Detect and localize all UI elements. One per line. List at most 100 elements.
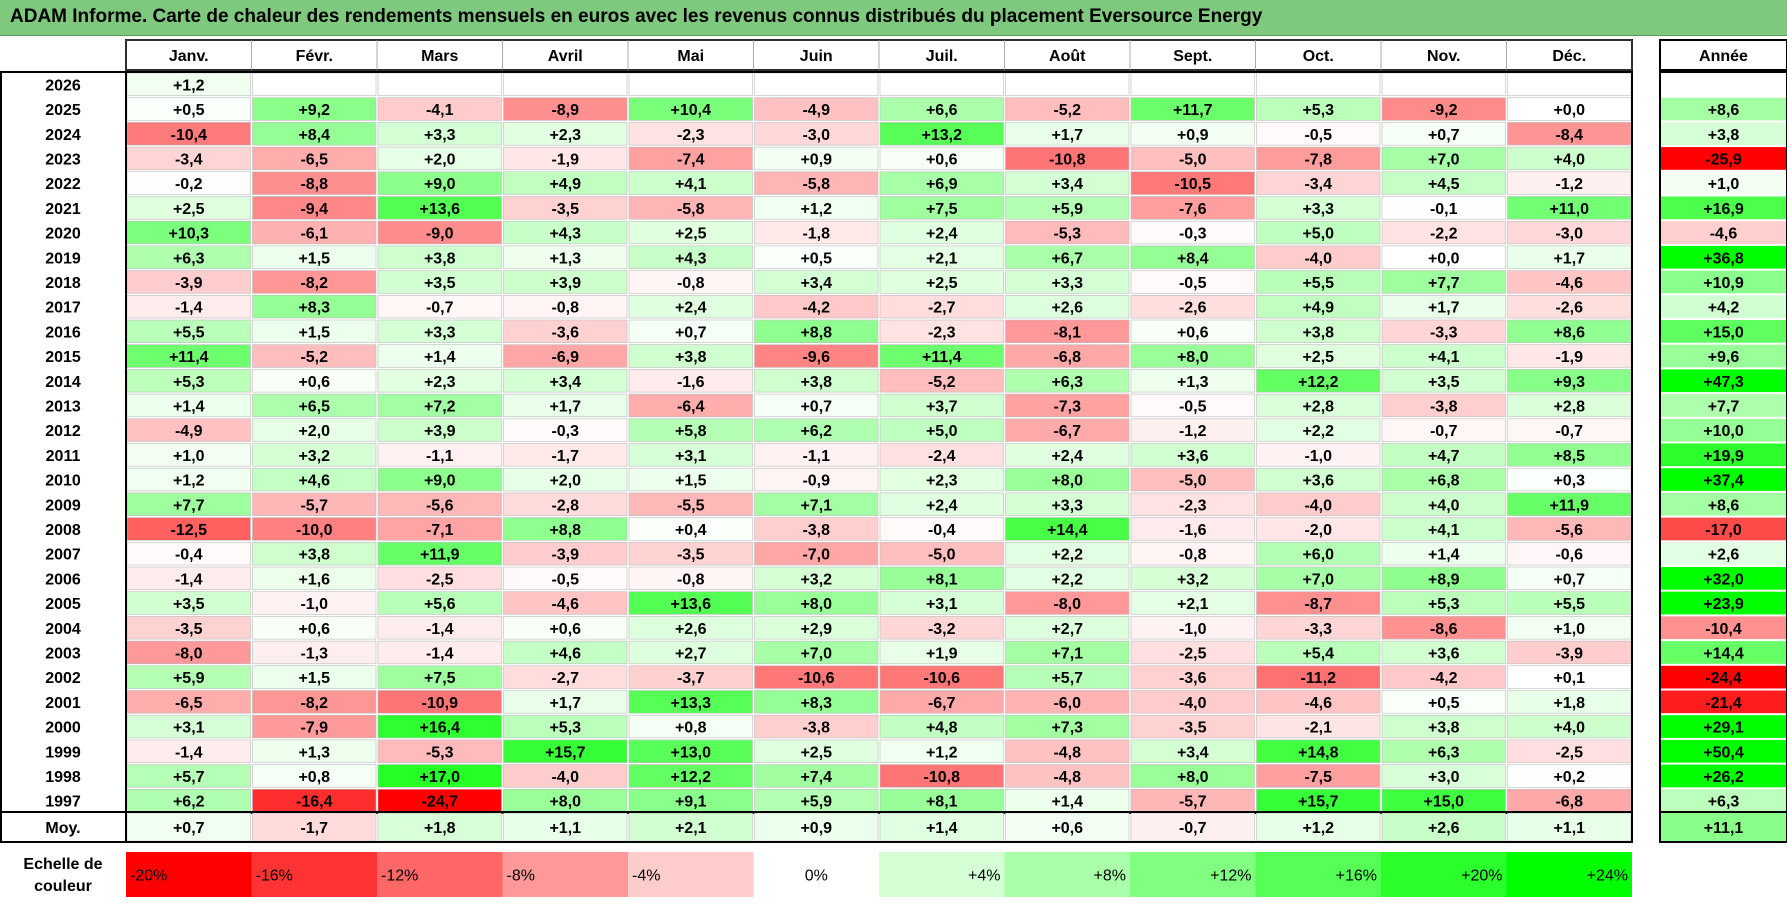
heatmap-cell-value: -3,9 <box>1555 645 1583 662</box>
heatmap-cell <box>754 714 879 739</box>
heatmap-cell <box>754 591 879 615</box>
heatmap-cell-value: -9,6 <box>802 349 830 366</box>
heatmap-cell <box>628 393 753 418</box>
legend-swatch <box>879 852 1005 897</box>
heatmap-cell-value: -0,3 <box>1179 226 1207 243</box>
heatmap-cell <box>503 566 628 591</box>
heatmap-cell <box>1005 566 1130 591</box>
heatmap-cell <box>252 220 377 245</box>
legend-swatch <box>1381 852 1507 897</box>
legend-swatch <box>377 852 503 897</box>
legend-label: +4% <box>968 868 1000 885</box>
legend-label: -12% <box>381 868 418 885</box>
average-row-frame <box>125 811 1633 843</box>
heatmap-cell-value: -0,8 <box>1179 547 1207 564</box>
heatmap-cell-value: +2,2 <box>1051 571 1083 588</box>
heatmap-cell-value: +1,3 <box>298 744 330 761</box>
heatmap-cell-value: +3,0 <box>1428 769 1460 786</box>
heatmap-cell <box>628 319 753 344</box>
heatmap-cell <box>1256 122 1381 146</box>
heatmap-cell-value: -1,4 <box>175 571 203 588</box>
heatmap-cell-value: -2,1 <box>1304 720 1332 737</box>
heatmap-cell-value: +15,0 <box>1424 794 1465 811</box>
heatmap-cell-value: -8,2 <box>300 695 328 712</box>
heatmap-cell <box>503 270 628 294</box>
average-cell-value: +0,7 <box>173 820 205 837</box>
heatmap-cell-value: +2,3 <box>424 374 456 391</box>
heatmap-cell-value: -4,0 <box>1179 695 1207 712</box>
year-label: 2018 <box>45 275 81 292</box>
heatmap-cell <box>1130 714 1255 739</box>
heatmap-cell-value: -4,0 <box>551 769 579 786</box>
heatmap-cell <box>1381 690 1506 714</box>
heatmap-cell <box>1256 220 1381 245</box>
heatmap-cell-value: +1,5 <box>298 324 330 341</box>
heatmap-cell <box>1005 294 1130 319</box>
average-cell-value: -1,7 <box>300 820 328 837</box>
heatmap-cell-value: -2,3 <box>928 324 956 341</box>
heatmap-cell-value: -0,8 <box>677 275 705 292</box>
year-label: 2001 <box>45 695 81 712</box>
heatmap-cell <box>1005 591 1130 615</box>
heatmap-cell-value: -2,2 <box>1430 226 1458 243</box>
heatmap-cell-value: -0,6 <box>1555 547 1583 564</box>
heatmap-cell-value: -5,0 <box>1179 473 1207 490</box>
heatmap-cell-value: -10,0 <box>296 522 333 539</box>
heatmap-cell-value: +1,6 <box>298 571 330 588</box>
heatmap-cell-value: +0,5 <box>800 250 832 267</box>
heatmap-cell-value: +4,1 <box>1428 522 1460 539</box>
heatmap-cell-value: -7,0 <box>802 547 830 564</box>
heatmap-cell-value: -8,0 <box>175 645 203 662</box>
heatmap-cell <box>754 122 879 146</box>
legend-label: -8% <box>507 868 535 885</box>
heatmap-cell-value: -5,0 <box>1179 151 1207 168</box>
heatmap-cell-value: -10,8 <box>924 769 961 786</box>
year-label: 2003 <box>45 645 81 662</box>
heatmap-cell <box>879 344 1004 368</box>
heatmap-cell-value: -1,9 <box>551 151 579 168</box>
legend-label: +8% <box>1094 868 1126 885</box>
heatmap-cell <box>754 640 879 665</box>
heatmap-cell <box>252 122 377 146</box>
heatmap-cell-value: -3,5 <box>1179 720 1207 737</box>
heatmap-cell <box>1381 146 1506 171</box>
average-cell <box>1381 812 1506 842</box>
heatmap-cell-value: +8,1 <box>926 794 958 811</box>
heatmap-cell <box>252 443 377 467</box>
heatmap-cell <box>1381 344 1506 368</box>
heatmap-cell-value: +10,3 <box>169 226 210 243</box>
heatmap-cell-value: -0,8 <box>677 571 705 588</box>
heatmap-cell <box>503 72 628 97</box>
heatmap-cell-value: +2,0 <box>424 151 456 168</box>
heatmap-cell <box>1381 171 1506 195</box>
heatmap-cell <box>1381 665 1506 689</box>
legend-label: -20% <box>130 868 167 885</box>
heatmap-cell <box>879 146 1004 171</box>
heatmap-cell-value: -10,6 <box>924 670 961 687</box>
heatmap-cell-value: +8,5 <box>1553 448 1585 465</box>
heatmap-cell-value: +1,8 <box>1553 695 1585 712</box>
annual-cell <box>1661 320 1786 343</box>
heatmap-cell-value: +13,6 <box>420 201 461 218</box>
heatmap-cell-value: +12,2 <box>1298 374 1339 391</box>
heatmap-cell <box>1005 517 1130 541</box>
heatmap-cell-value: +2,7 <box>675 645 707 662</box>
heatmap-cell-value: -6,5 <box>300 151 328 168</box>
heatmap-cell <box>1256 591 1381 615</box>
legend-swatch <box>1004 852 1130 897</box>
heatmap-cell <box>377 245 502 269</box>
heatmap-cell <box>503 665 628 689</box>
month-header-label: Févr. <box>296 48 333 65</box>
heatmap-cell <box>377 270 502 294</box>
annual-cell-value: +7,7 <box>1708 398 1740 415</box>
heatmap-cell-value: -0,8 <box>551 300 579 317</box>
heatmap-cell-value: +0,4 <box>675 522 707 539</box>
heatmap-cell-value: -4,6 <box>551 596 579 613</box>
heatmap-cell <box>377 72 502 97</box>
heatmap-cell <box>503 616 628 640</box>
heatmap-cell <box>1381 319 1506 344</box>
annual-cell-value: +8,6 <box>1708 102 1740 119</box>
heatmap-cell-value: -8,6 <box>1430 621 1458 638</box>
annual-cell <box>1661 270 1786 294</box>
heatmap-cell-value: +3,8 <box>800 374 832 391</box>
